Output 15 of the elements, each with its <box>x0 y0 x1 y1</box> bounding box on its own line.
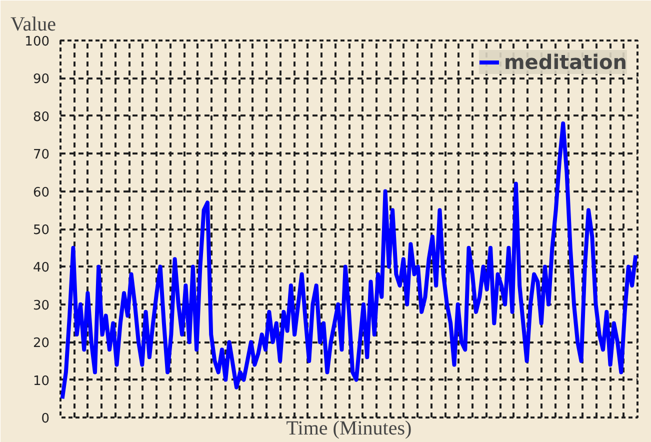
y-tick-label: 50 <box>32 223 50 238</box>
line-series <box>60 121 638 401</box>
y-tick-label: 0 <box>41 412 50 426</box>
y-tick-label: 60 <box>32 185 50 200</box>
y-axis-title: Value <box>10 14 56 36</box>
y-tick-label: 40 <box>32 260 50 276</box>
y-tick-label: 100 <box>24 34 50 50</box>
y-tick-label: 20 <box>32 336 50 352</box>
y-tick-label: 90 <box>32 72 50 88</box>
y-tick-label: 10 <box>32 374 50 389</box>
legend-label: meditation <box>504 50 627 74</box>
y-tick-label: 30 <box>32 298 50 314</box>
x-axis-title: Time (Minutes) <box>286 418 412 440</box>
y-tick-label: 80 <box>32 110 50 125</box>
y-tick-label: 70 <box>32 148 50 163</box>
